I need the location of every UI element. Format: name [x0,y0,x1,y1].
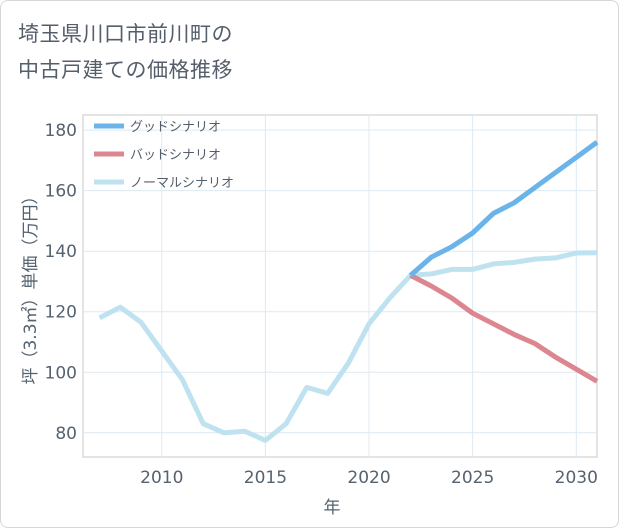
legend-item-2: バッドシナリオ [94,148,221,163]
grid-lines [83,115,597,457]
chart-title-line-1: 埼玉県川口市前川町の [18,22,233,46]
x-tick-label: 2015 [244,468,287,488]
legend-item-3: ノーマルシナリオ [94,176,234,191]
series-line-3 [98,250,598,443]
x-tick-label: 2010 [140,468,183,488]
x-tick-label: 2030 [555,468,598,488]
series-layer [98,140,599,443]
chart-title-line-2: 中古戸建ての価格推移 [18,58,233,82]
x-tick-label: 2020 [347,468,390,488]
y-tick-label: 140 [45,242,77,262]
x-axis-label: 年 [324,498,341,518]
legend-label: ノーマルシナリオ [130,176,234,191]
y-tick-label: 180 [45,121,77,141]
tick-labels: 2010 2015 2020 2025 2030 80 100 120 140 160 180 [45,121,598,488]
series-line-1 [408,140,599,278]
y-tick-label: 160 [45,182,77,202]
legend-label: グッドシナリオ [130,120,221,135]
y-tick-label: 120 [45,303,77,323]
y-tick-label: 80 [55,424,77,444]
x-tick-label: 2025 [451,468,494,488]
series-line-2 [409,273,599,384]
legend-label: バッドシナリオ [130,148,221,163]
legend-item-1: グッドシナリオ [94,120,221,135]
plot-area [82,114,598,458]
y-tick-label: 100 [45,363,77,383]
chart-title: 埼玉県川口市前川町の 中古戸建ての価格推移 [18,16,233,88]
y-axis-label: 坪（3.3㎡）単価（万円） [21,187,41,384]
